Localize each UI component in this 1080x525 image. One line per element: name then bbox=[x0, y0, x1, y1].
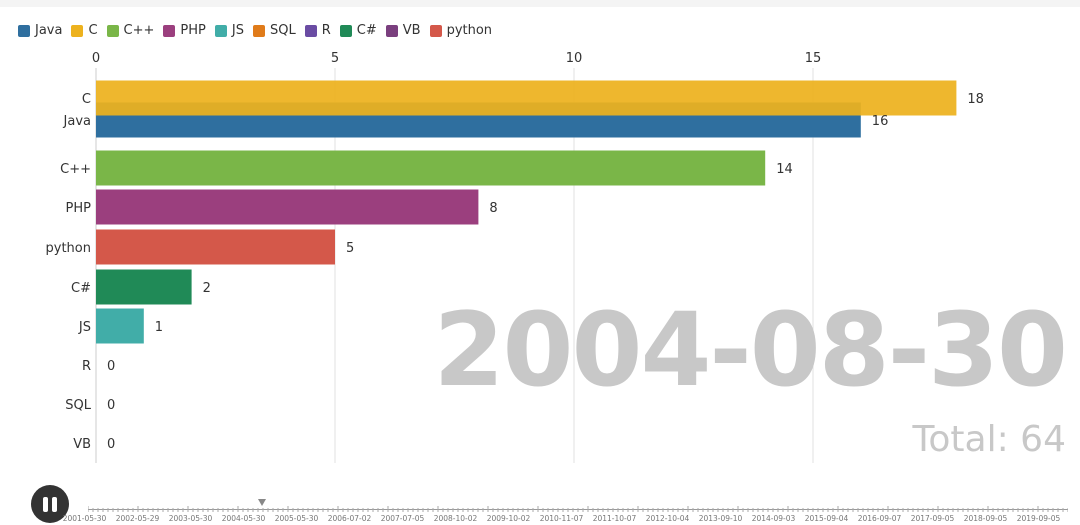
chart-legend: Java C C++ PHP JS SQL R C# VB python bbox=[18, 23, 501, 38]
legend-swatch bbox=[252, 24, 265, 37]
value-label: 2 bbox=[203, 281, 211, 296]
legend-label: R bbox=[321, 23, 331, 38]
pause-button[interactable] bbox=[31, 485, 69, 523]
current-date: 2004-08-30 bbox=[433, 291, 1068, 410]
legend-item-c-[interactable]: C# bbox=[339, 23, 377, 38]
x-tick-label: 10 bbox=[566, 51, 583, 66]
bar bbox=[96, 308, 144, 344]
bar bbox=[96, 80, 957, 116]
bar bbox=[96, 229, 335, 265]
value-label: 0 bbox=[107, 359, 115, 374]
category-label: JS bbox=[78, 320, 91, 335]
legend-item-vb[interactable]: VB bbox=[385, 23, 421, 38]
timeline-label: 2014-09-03 bbox=[751, 514, 796, 523]
legend-swatch bbox=[385, 24, 398, 37]
legend-swatch bbox=[214, 24, 227, 37]
legend-swatch bbox=[106, 24, 119, 37]
legend-swatch bbox=[304, 24, 317, 37]
timeline-label: 2003-05-30 bbox=[168, 514, 213, 523]
bar-chart: 0 5 10 15CJavaC++PHPpythonC#JSRSQLVB1816148… bbox=[46, 51, 984, 463]
legend-item-c[interactable]: C bbox=[71, 23, 98, 38]
category-label: C# bbox=[71, 281, 91, 296]
timeline-label: 2018-09-05 bbox=[963, 514, 1008, 523]
legend-item-python[interactable]: python bbox=[429, 23, 493, 38]
x-tick-label: 15 bbox=[805, 51, 822, 66]
legend-swatch bbox=[18, 24, 30, 37]
timeline-label: 2001-05-30 bbox=[62, 514, 107, 523]
category-label: C++ bbox=[60, 162, 91, 177]
category-label: python bbox=[46, 241, 91, 256]
legend-label: C++ bbox=[123, 23, 155, 38]
legend-label: VB bbox=[402, 23, 421, 38]
legend-label: PHP bbox=[180, 23, 206, 38]
legend-item-r[interactable]: R bbox=[304, 23, 331, 38]
value-label: 5 bbox=[346, 241, 354, 256]
category-label: VB bbox=[73, 437, 91, 452]
legend-item-c-[interactable]: C++ bbox=[106, 23, 155, 38]
legend-label: python bbox=[446, 23, 493, 38]
pause-icon bbox=[41, 496, 59, 512]
category-label: SQL bbox=[65, 398, 91, 413]
legend-label: C# bbox=[356, 23, 377, 38]
timeline-label: 2007-07-05 bbox=[380, 514, 425, 523]
x-tick-label: 0 bbox=[92, 51, 100, 66]
legend-label: JS bbox=[231, 23, 244, 38]
timeline-label: 2013-09-10 bbox=[698, 514, 743, 523]
legend-swatch bbox=[429, 24, 442, 37]
legend-label: Java bbox=[35, 23, 63, 38]
bar bbox=[96, 150, 766, 186]
timeline-label: 2005-05-30 bbox=[274, 514, 319, 523]
legend-label: C bbox=[88, 23, 98, 38]
category-label: PHP bbox=[66, 201, 92, 216]
timeline-label: 2012-10-04 bbox=[645, 514, 690, 523]
category-label: Java bbox=[63, 114, 91, 129]
bar bbox=[96, 269, 192, 305]
timeline-labels: 2001-05-30 2002-05-29 2003-05-30 2004-05-30… bbox=[58, 514, 1065, 523]
legend-item-js[interactable]: JS bbox=[214, 23, 244, 38]
legend-item-sql[interactable]: SQL bbox=[252, 23, 296, 38]
legend-item-php[interactable]: PHP bbox=[163, 23, 206, 38]
timeline-label: 2016-09-07 bbox=[857, 514, 902, 523]
timeline-ticks bbox=[88, 506, 1068, 512]
timeline-label: 2002-05-29 bbox=[115, 514, 160, 523]
timeline-label: 2015-09-04 bbox=[804, 514, 849, 523]
value-label: 8 bbox=[489, 201, 497, 216]
total-count: Total: 64 bbox=[912, 419, 1066, 460]
timeline-label: 2017-09-05 bbox=[910, 514, 955, 523]
timeline-label: 2019-09-05 bbox=[1016, 514, 1061, 523]
timeline-current-marker[interactable] bbox=[258, 499, 267, 506]
legend-swatch bbox=[339, 24, 352, 37]
timeline-label: 2008-10-02 bbox=[433, 514, 478, 523]
legend-label: SQL bbox=[269, 23, 296, 38]
value-label: 0 bbox=[107, 437, 115, 452]
legend-swatch bbox=[163, 24, 176, 37]
legend-item-java[interactable]: Java bbox=[18, 23, 62, 38]
timeline-slider[interactable]: 2001-05-30 2002-05-29 2003-05-30 2004-05-30… bbox=[63, 497, 1068, 525]
timeline-label: 2009-10-02 bbox=[486, 514, 531, 523]
timeline-label: 2010-11-07 bbox=[539, 514, 584, 523]
category-label: C bbox=[82, 92, 91, 107]
value-label: 0 bbox=[107, 398, 115, 413]
legend-swatch bbox=[71, 24, 84, 37]
value-label: 14 bbox=[776, 162, 793, 177]
bar bbox=[96, 189, 479, 225]
value-label: 1 bbox=[155, 320, 163, 335]
timeline-label: 2004-05-30 bbox=[221, 514, 266, 523]
timeline-label: 2006-07-02 bbox=[327, 514, 372, 523]
timeline-label: 2011-10-07 bbox=[592, 514, 637, 523]
category-label: R bbox=[82, 359, 91, 374]
value-label: 18 bbox=[967, 92, 984, 107]
value-label: 16 bbox=[872, 114, 889, 129]
top-bar bbox=[0, 0, 1080, 7]
x-tick-label: 5 bbox=[331, 51, 339, 66]
